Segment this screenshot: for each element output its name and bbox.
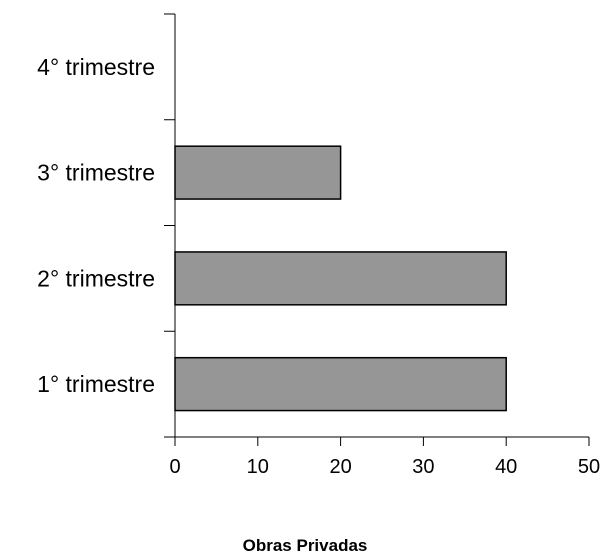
category-label: 2° trimestre	[37, 265, 155, 291]
category-labels-group: 1° trimestre 2° trimestre 3° trimestre 4° t…	[37, 54, 155, 397]
bars-group	[174, 145, 507, 412]
x-ticks-group	[174, 437, 590, 446]
x-tick-label: 30	[412, 456, 434, 478]
y-ticks-group	[164, 13, 175, 438]
x-tick-label: 10	[247, 456, 269, 478]
x-tick-label: 50	[578, 456, 600, 478]
category-label: 3° trimestre	[37, 160, 155, 186]
x-tick-label: 20	[329, 456, 351, 478]
bar-1	[174, 356, 507, 412]
bar-3	[174, 145, 342, 200]
x-axis-title: Obras Privadas	[243, 536, 368, 555]
bar-2	[174, 251, 507, 306]
category-label: 4° trimestre	[37, 54, 155, 80]
x-tick-label: 40	[495, 456, 517, 478]
category-label: 1° trimestre	[37, 371, 155, 397]
x-tick-label: 0	[169, 456, 180, 478]
x-tick-labels-group: 0 10 20 30 40 50	[169, 456, 600, 478]
